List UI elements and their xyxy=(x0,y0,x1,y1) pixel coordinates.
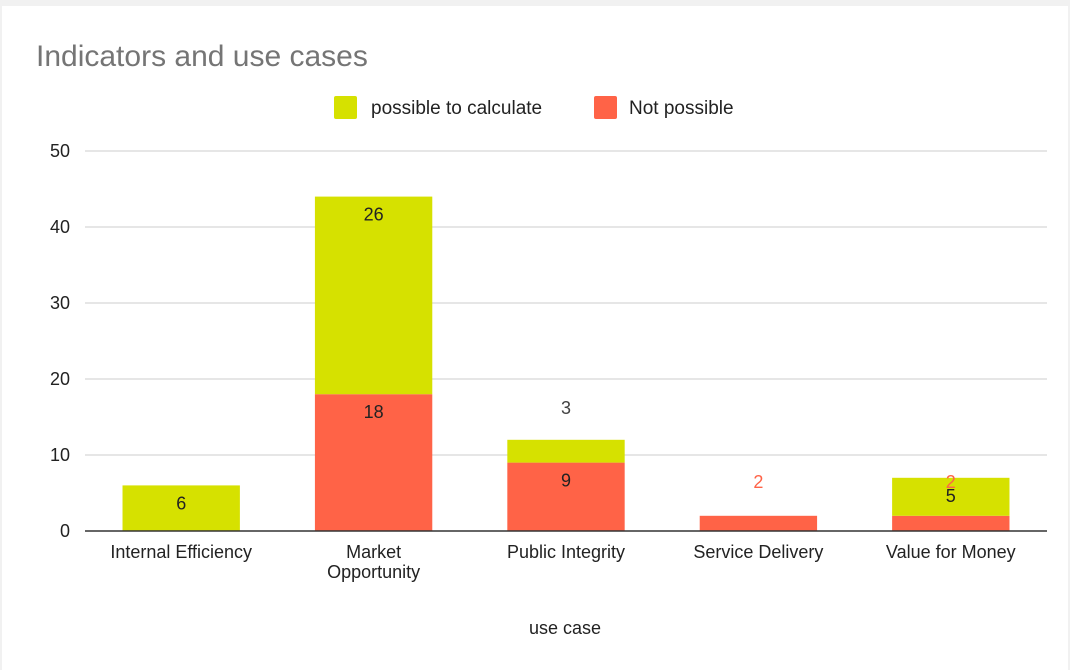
x-category-label: Public Integrity xyxy=(507,542,625,562)
bar-segment[interactable] xyxy=(699,515,818,531)
legend-label[interactable]: Not possible xyxy=(629,98,734,119)
y-tick-label: 30 xyxy=(50,293,70,313)
chart-card xyxy=(2,6,1068,670)
bar-segment[interactable] xyxy=(507,462,625,531)
x-category-label: Service Delivery xyxy=(693,542,823,562)
data-label: 18 xyxy=(364,402,384,422)
data-label: 6 xyxy=(176,493,186,513)
data-label: 2 xyxy=(946,472,956,492)
data-label: 9 xyxy=(561,471,571,491)
y-tick-label: 10 xyxy=(50,445,70,465)
legend-label[interactable]: possible to calculate xyxy=(371,98,542,119)
y-tick-label: 0 xyxy=(60,521,70,541)
x-category-label: Internal Efficiency xyxy=(110,542,252,562)
x-category-label: Opportunity xyxy=(327,562,420,582)
x-axis-title: use case xyxy=(529,618,601,638)
bar-segment[interactable] xyxy=(122,485,240,531)
data-label: 3 xyxy=(561,398,571,418)
y-tick-label: 40 xyxy=(50,217,70,237)
legend-swatch[interactable] xyxy=(334,96,357,119)
legend-swatch[interactable] xyxy=(594,96,617,119)
legend[interactable]: possible to calculate Not possible xyxy=(334,96,734,119)
bar-segment[interactable] xyxy=(507,439,625,463)
x-category-label: Value for Money xyxy=(886,542,1016,562)
bar-segment[interactable] xyxy=(314,196,433,395)
y-tick-label: 50 xyxy=(50,141,70,161)
bar-segment[interactable] xyxy=(314,394,433,531)
data-label: 26 xyxy=(364,205,384,225)
y-axis-ticks: 0 10 20 30 40 50 xyxy=(50,141,70,541)
bar-segment[interactable] xyxy=(892,515,1010,531)
y-tick-label: 20 xyxy=(50,369,70,389)
bar-segment[interactable] xyxy=(892,477,1010,516)
gridlines xyxy=(85,150,1047,456)
chart-title: Indicators and use cases xyxy=(36,40,368,73)
x-category-label: Market xyxy=(346,542,401,562)
data-label: 5 xyxy=(946,486,956,506)
bars[interactable] xyxy=(122,196,1010,531)
data-label: 2 xyxy=(753,472,763,492)
